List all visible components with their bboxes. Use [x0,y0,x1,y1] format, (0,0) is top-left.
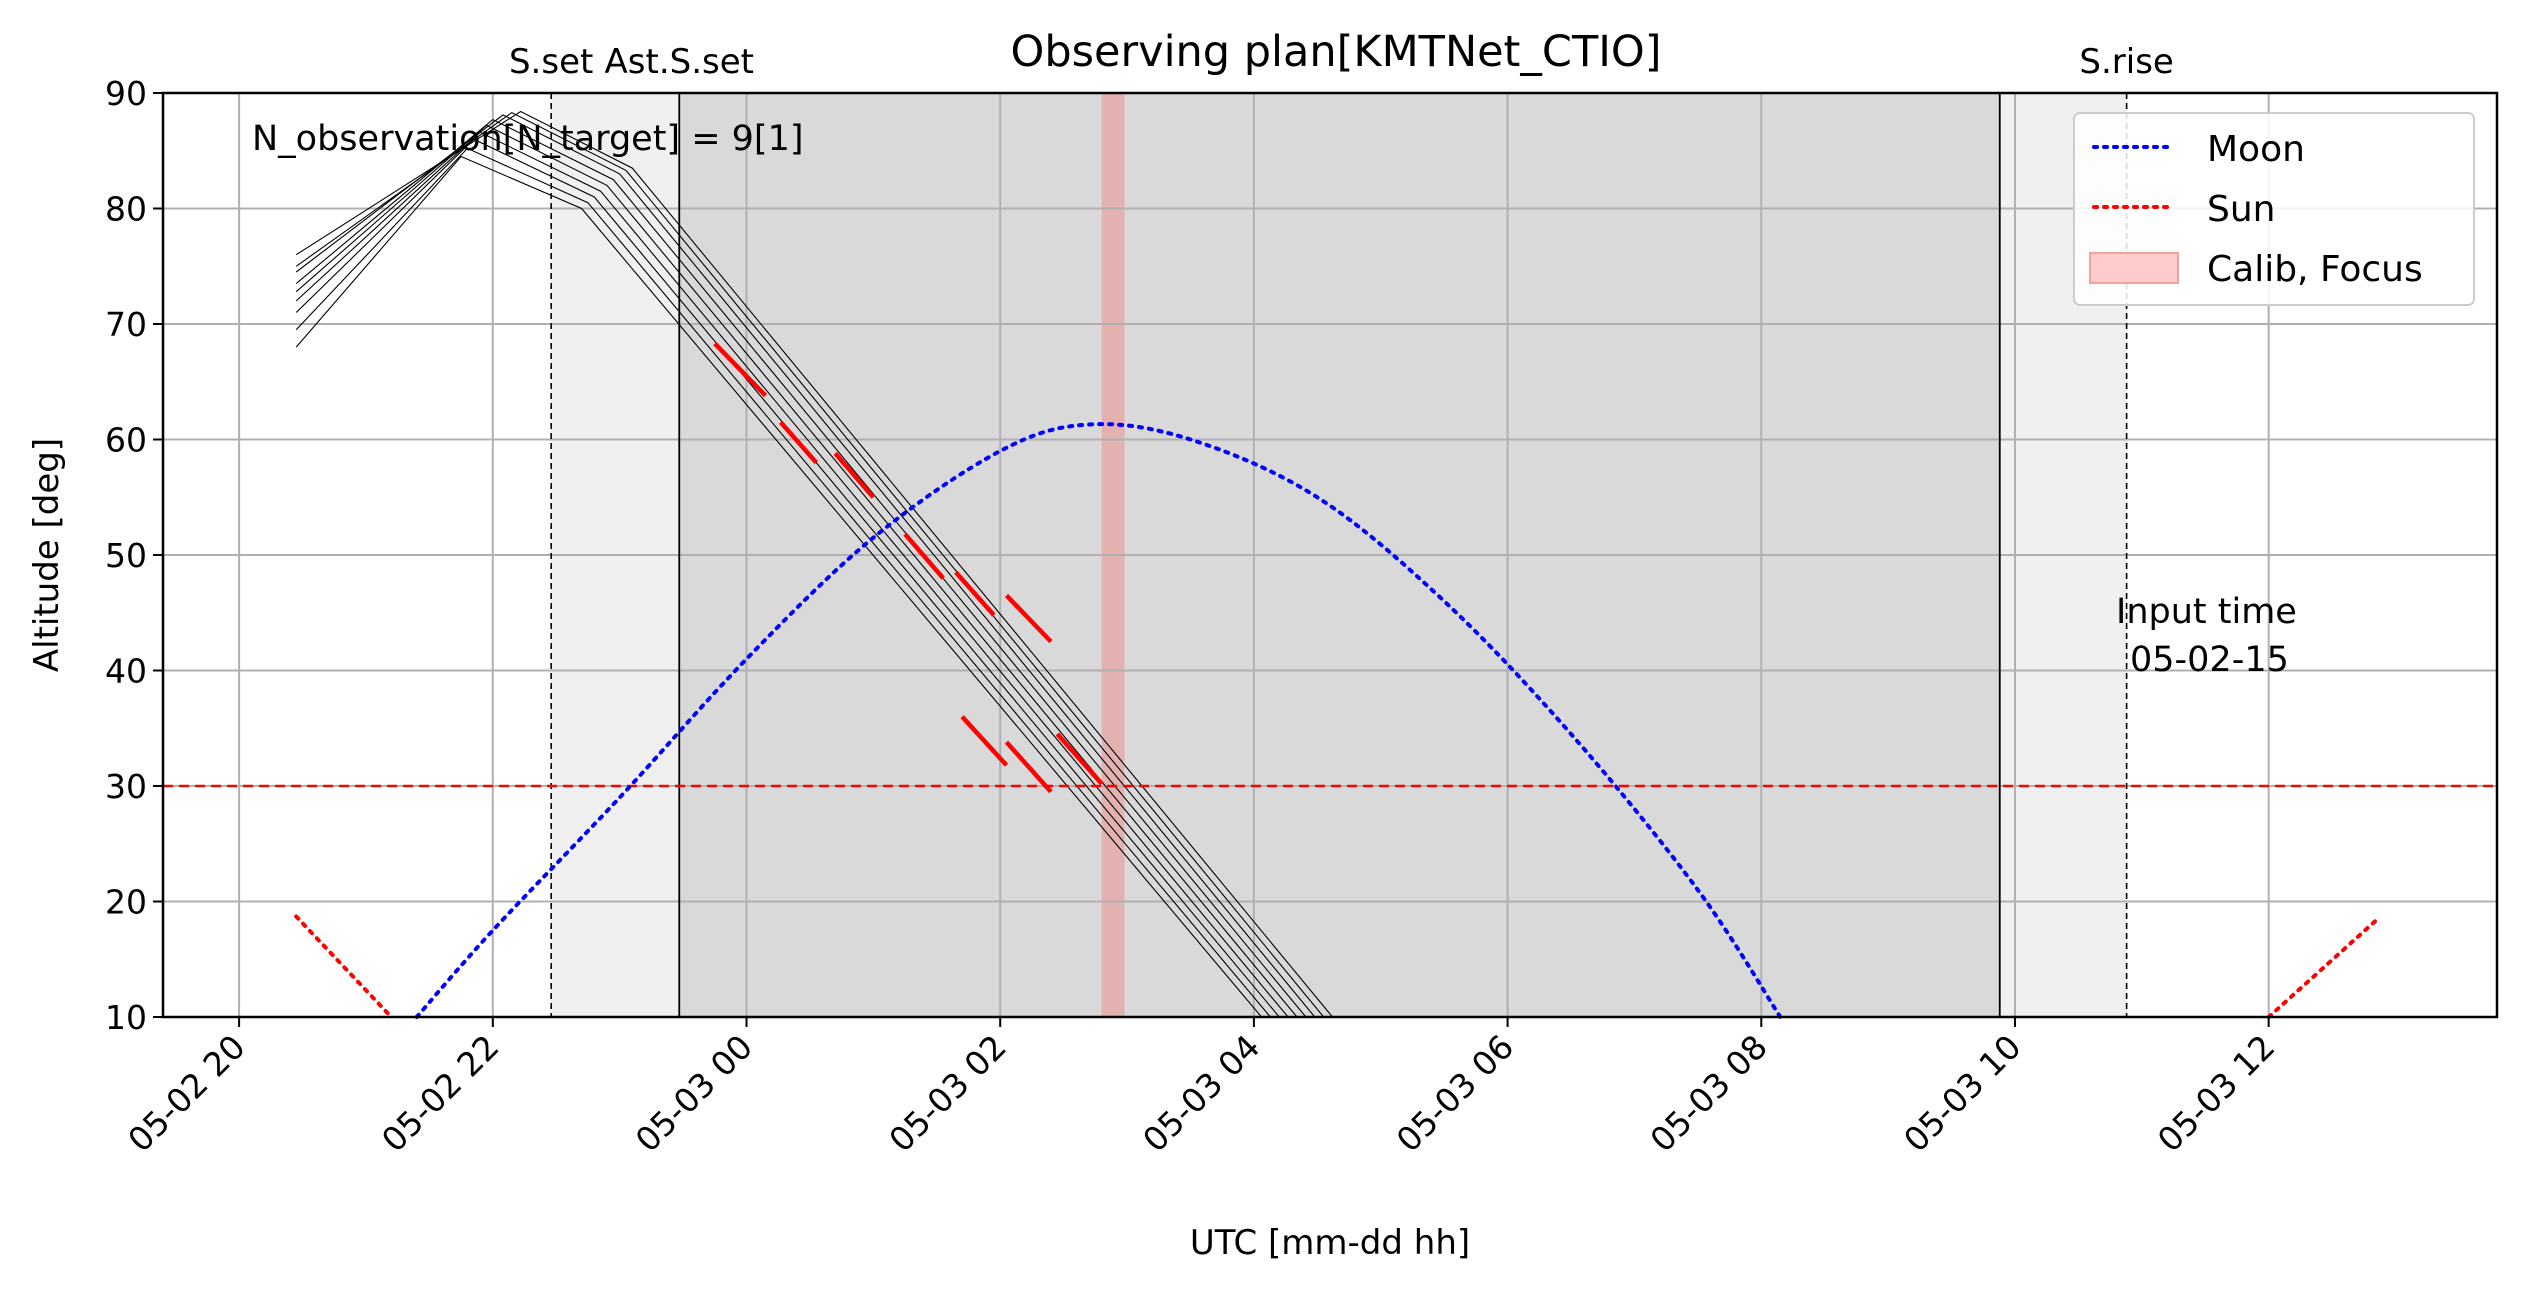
x-axis-label: UTC [mm-dd hh] [1190,1223,1470,1263]
target-track-2 [295,138,1280,1018]
target-track-6 [295,114,1316,1018]
observation-count-annotation: N_observation[N_target] = 9[1] [252,119,804,159]
exposure-segment-0 [713,342,768,398]
exposure-segment-8 [1055,732,1104,786]
moon-altitude-curve [414,422,1783,1019]
legend-sun-label: Sun [2207,189,2275,230]
y-tick-label: 30 [105,767,147,806]
y-tick-label: 50 [105,536,147,575]
sun-altitude-curve-1 [2266,918,2379,1019]
input-time-annotation: Input time 05-02-15 [2116,592,2297,680]
exposure-segment-6 [960,715,1009,767]
legend-moon-label: Moon [2207,129,2305,170]
target-track-4 [295,124,1298,1018]
exposure-segment-2 [833,451,876,499]
x-tick-label: 05-03 06 [1389,1027,1521,1159]
exposure-segment-4 [954,570,996,617]
legend: Moon Sun Calib, Focus [2073,112,2475,306]
event-label: S.set [509,42,593,82]
input-time-value: 05-02-15 [2130,640,2289,680]
y-tick-label: 20 [105,883,147,922]
target-track-0 [295,155,1262,1018]
x-tick-label: 05-03 04 [1135,1027,1267,1159]
event-label: S.rise [2079,42,2173,82]
chart-title: Observing plan[KMTNet_CTIO] [1010,27,1661,77]
x-tick-label: 05-03 02 [881,1027,1013,1159]
target-track-5 [295,118,1307,1018]
target-track-3 [295,131,1289,1018]
y-tick-label: 10 [105,998,147,1037]
plot-lines [163,110,2497,1019]
x-tick-label: 05-03 12 [2150,1027,2282,1159]
x-tick-label: 05-03 10 [1896,1027,2028,1159]
target-track-8 [295,110,1333,1018]
x-tick-label: 05-03 08 [1642,1027,1774,1159]
x-tick-label: 05-03 00 [628,1027,760,1159]
event-label: Ast.S.set [605,42,754,82]
exposure-segment-7 [1004,740,1053,794]
y-tick-label: 40 [105,652,147,691]
y-tick-label: 60 [105,421,147,460]
legend-calib-label: Calib, Focus [2207,249,2423,290]
y-tick-label: 90 [105,74,147,113]
x-tick-label: 05-02 20 [120,1027,252,1159]
y-axis-label: Altitude [deg] [27,438,67,672]
input-time-label: Input time [2116,592,2297,632]
exposure-segment-5 [1004,593,1053,644]
exposure-segment-3 [903,532,945,580]
exposure-segment-1 [779,420,818,465]
sun-altitude-curve-0 [294,914,394,1019]
y-tick-label: 80 [105,190,147,229]
x-tick-label: 05-02 22 [374,1027,506,1159]
target-track-1 [295,147,1271,1018]
legend-calib-swatch [2089,252,2179,284]
y-tick-label: 70 [105,305,147,344]
